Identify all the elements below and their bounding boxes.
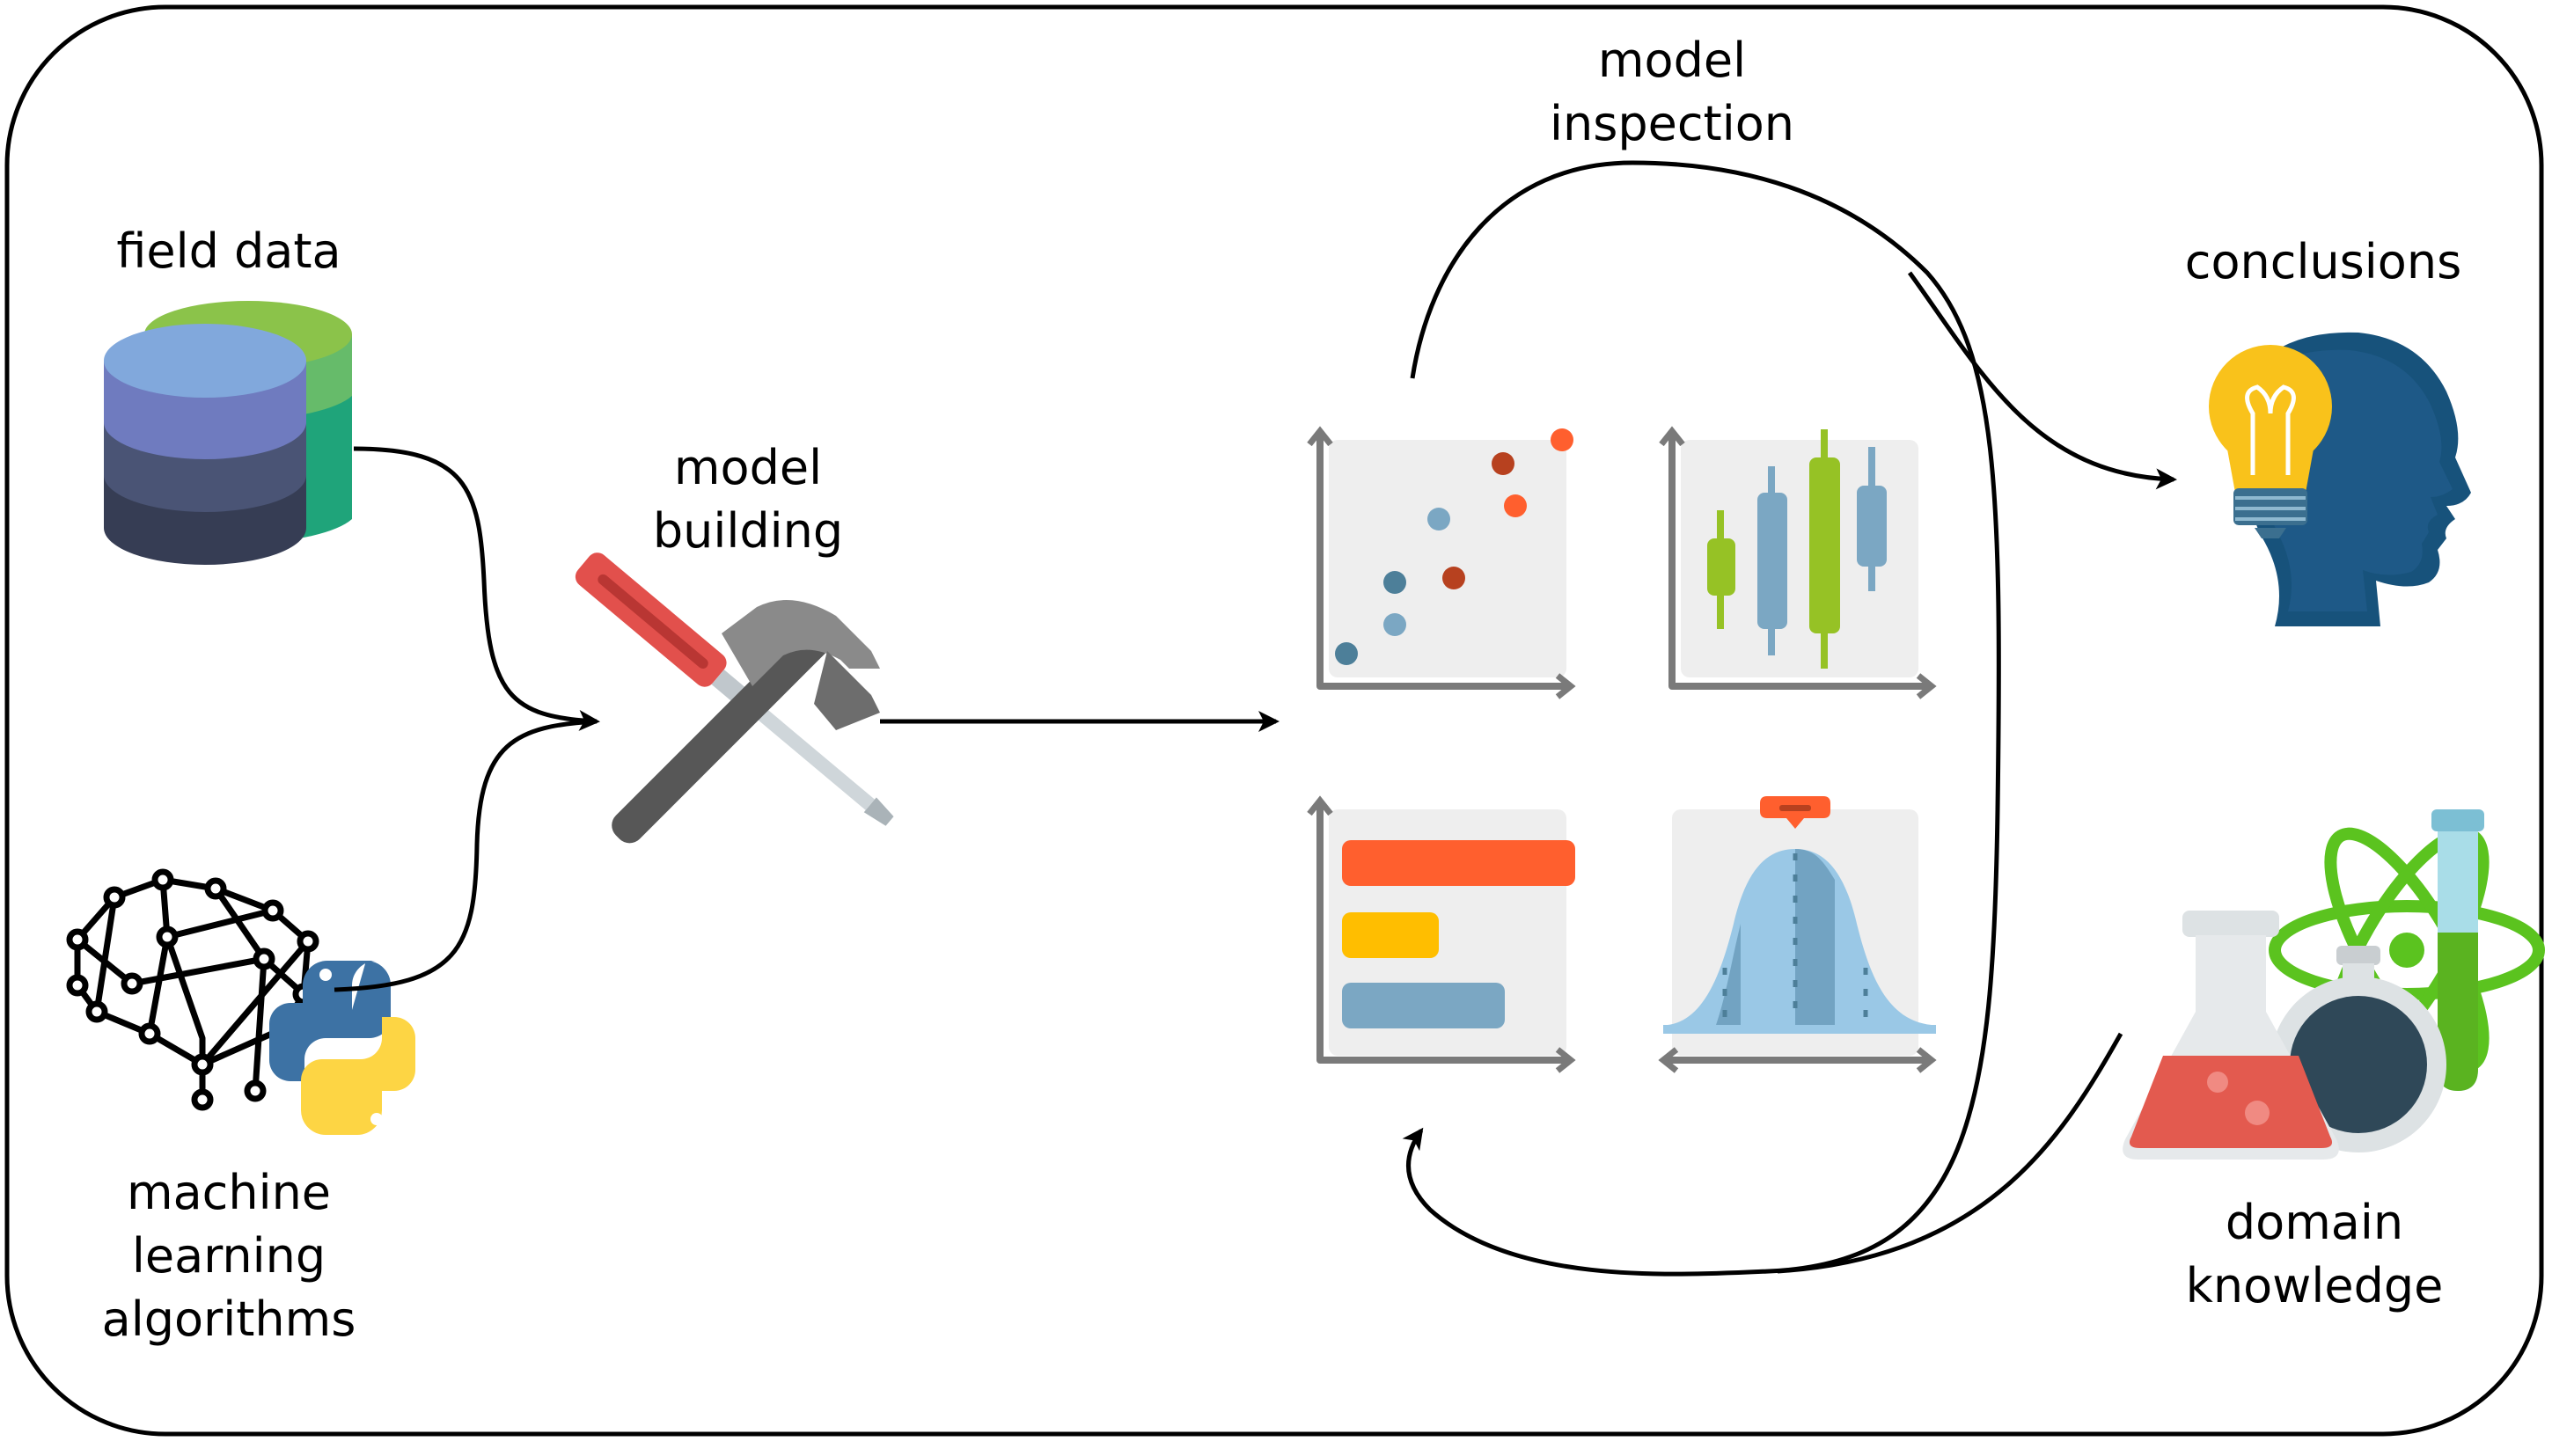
outer-frame [4, 4, 2544, 1437]
conclusions-text: conclusions [2184, 234, 2462, 289]
model-building-line-1: model [673, 440, 823, 495]
model-inspection-label: model inspection [1496, 29, 1848, 156]
domain-knowledge-label: domain knowledge [2138, 1191, 2490, 1318]
model-inspection-line-1: model [1597, 33, 1747, 88]
ml-algorithms-label: machine learning algorithms [53, 1161, 405, 1351]
scatter-chart-icon [1307, 426, 1576, 699]
arrow-inspection-loop [1402, 160, 2001, 1277]
ml-algorithms-line-3: algorithms [101, 1291, 356, 1347]
model-inspection-line-2: inspection [1550, 96, 1794, 151]
arrow-inspection-to-conclusions [1907, 271, 2177, 490]
ml-algorithms-line-1: machine [126, 1165, 332, 1220]
field-data-text: field data [116, 223, 341, 279]
domain-knowledge-line-1: domain [2225, 1195, 2404, 1250]
connector-arrows [334, 160, 2177, 1277]
boxplot-chart-icon [1659, 426, 1937, 699]
field-data-label: field data [53, 220, 405, 283]
arrow-data-to-building [353, 446, 600, 731]
python-logo-icon [269, 961, 415, 1135]
arrow-algorithms-to-building [334, 719, 598, 992]
arrow-knowledge-to-inspection [1777, 1032, 2123, 1274]
tools-icon [575, 552, 894, 844]
model-building-label: model building [572, 436, 924, 563]
bar-chart-icon [1307, 795, 1576, 1073]
head-lightbulb-icon [2209, 332, 2471, 626]
domain-knowledge-line-2: knowledge [2185, 1258, 2444, 1313]
model-building-line-2: building [652, 503, 844, 559]
ml-algorithms-line-2: learning [131, 1228, 326, 1284]
lab-glassware-icon [2123, 809, 2545, 1160]
database-icon [104, 301, 352, 565]
distribution-chart-icon [1658, 796, 1937, 1073]
conclusions-label: conclusions [2147, 230, 2499, 294]
